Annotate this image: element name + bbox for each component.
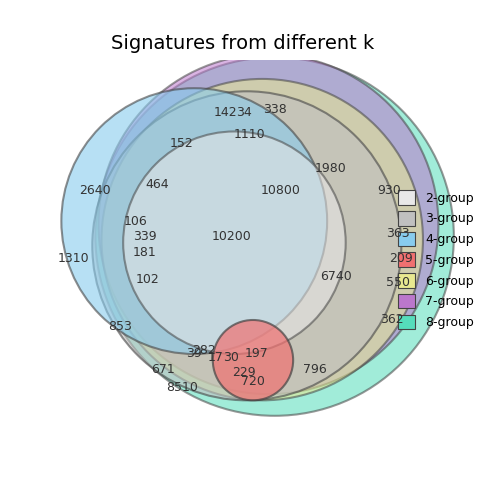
Text: 197: 197 <box>244 347 268 360</box>
Text: 338: 338 <box>263 103 286 116</box>
Text: 853: 853 <box>108 320 132 333</box>
Text: 362: 362 <box>380 313 404 327</box>
Text: 106: 106 <box>123 215 147 228</box>
Text: 229: 229 <box>232 366 256 379</box>
Text: 930: 930 <box>377 183 401 197</box>
Text: 30: 30 <box>223 351 239 363</box>
Circle shape <box>213 320 293 400</box>
Text: 1310: 1310 <box>58 251 90 265</box>
Circle shape <box>95 57 454 416</box>
Text: 10800: 10800 <box>261 183 301 197</box>
Text: 464: 464 <box>145 177 169 191</box>
Text: 10200: 10200 <box>212 230 251 243</box>
Text: 39: 39 <box>186 347 202 360</box>
Circle shape <box>98 54 438 394</box>
Text: 102: 102 <box>136 273 160 286</box>
Text: 1980: 1980 <box>314 162 346 175</box>
Text: 17: 17 <box>208 351 224 363</box>
Circle shape <box>92 91 401 400</box>
Text: 550: 550 <box>386 276 410 289</box>
Circle shape <box>101 79 423 400</box>
Text: 363: 363 <box>387 227 410 240</box>
Text: 1110: 1110 <box>234 128 266 141</box>
Title: Signatures from different k: Signatures from different k <box>110 34 374 53</box>
Text: 8510: 8510 <box>166 382 198 395</box>
Text: 339: 339 <box>133 230 157 243</box>
Text: 671: 671 <box>152 363 175 376</box>
Text: 34: 34 <box>236 106 251 119</box>
Text: 282: 282 <box>192 344 215 357</box>
Circle shape <box>61 88 327 354</box>
Text: 720: 720 <box>241 375 265 388</box>
Text: 2640: 2640 <box>80 183 111 197</box>
Legend: 2-group, 3-group, 4-group, 5-group, 6-group, 7-group, 8-group: 2-group, 3-group, 4-group, 5-group, 6-gr… <box>394 186 477 333</box>
Text: 142: 142 <box>213 106 237 119</box>
Text: 152: 152 <box>170 137 194 150</box>
Circle shape <box>123 132 346 354</box>
Text: 6740: 6740 <box>321 270 352 283</box>
Text: 209: 209 <box>390 251 413 265</box>
Text: 796: 796 <box>303 363 327 376</box>
Text: 181: 181 <box>133 245 157 259</box>
